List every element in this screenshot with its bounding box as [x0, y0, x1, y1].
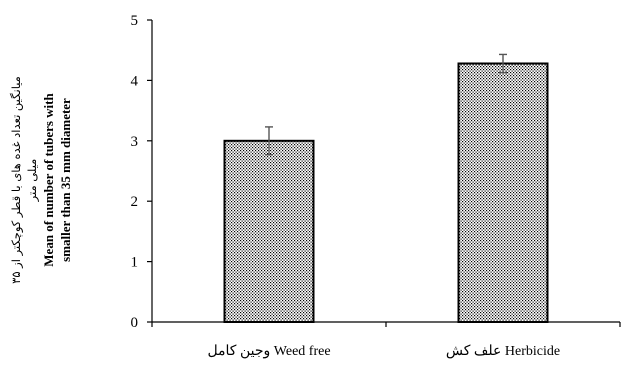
y-tick-label-4: 4	[131, 73, 139, 89]
y-tick-label-5: 5	[131, 13, 139, 29]
ylabel-fa-line1: میانگین تعداد غده های با قطر کوچکتر از ۳…	[9, 76, 24, 284]
y-tick-label-1: 1	[131, 255, 139, 271]
y-tick-label-0: 0	[131, 315, 139, 331]
bar-1	[457, 62, 549, 323]
x-category-label-0: وجین کامل Weed free	[207, 344, 330, 359]
x-category-label-1: علف کش Herbicide	[446, 344, 560, 359]
ylabel-fa-line2: میلی متر	[25, 159, 40, 203]
y-tick-label-3: 3	[131, 134, 139, 150]
ylabel-en-line1: Mean of number of tubers with	[41, 93, 56, 267]
bar-0	[223, 139, 315, 323]
ylabel-en-line2: smaller than 35 mm diameter	[58, 98, 73, 262]
y-tick-label-2: 2	[131, 194, 139, 210]
